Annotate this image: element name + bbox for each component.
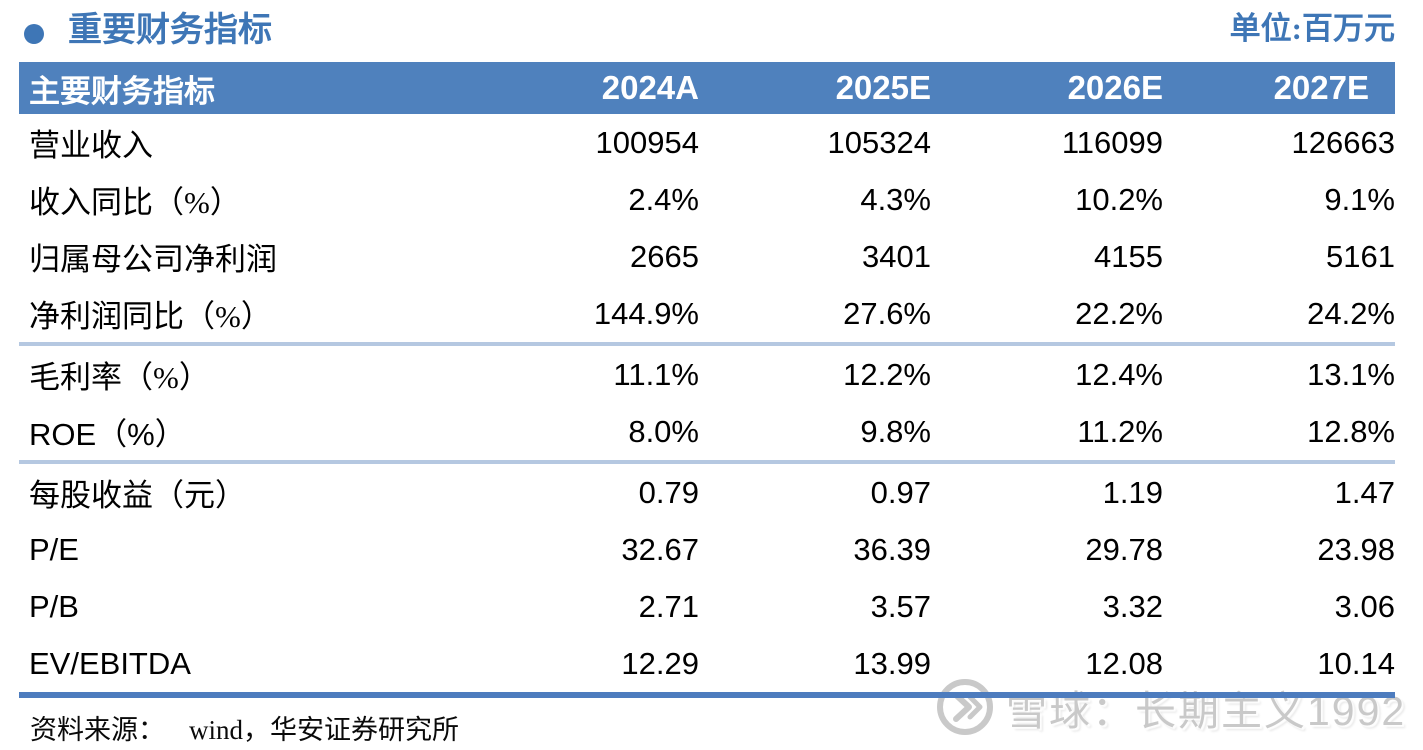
table-row-eps: 每股收益（元） 0.79 0.97 1.19 1.47 — [19, 464, 1395, 521]
row-label: P/E — [29, 531, 79, 567]
financial-table: 主要财务指标 2024A 2025E 2026E 2027E 营业收入 1009… — [19, 62, 1395, 698]
row-label: P/B — [29, 588, 79, 624]
table-cell: 1.19 — [1102, 474, 1163, 510]
unit-label: 单位:百万元 — [1229, 11, 1395, 46]
source-note: 资料来源： wind，华安证券研究所 — [30, 708, 1423, 747]
table-cell: 4155 — [1094, 238, 1163, 274]
table-cell: 3.06 — [1334, 588, 1395, 624]
table-cell: 36.39 — [853, 531, 931, 567]
row-label: 每股收益（元） — [29, 478, 246, 513]
table-cell: 2.4% — [628, 181, 699, 217]
header-cell-2026e: 2026E — [1067, 69, 1163, 106]
row-label: 收入同比（%） — [29, 185, 241, 220]
table-cell: 12.4% — [1075, 356, 1163, 392]
table-cell: 24.2% — [1307, 295, 1395, 331]
table-cell: 4.3% — [860, 181, 931, 217]
table-cell: 0.97 — [870, 474, 931, 510]
bullet-icon — [24, 24, 44, 44]
table-cell: 9.1% — [1324, 181, 1395, 217]
title-row: 重要财务指标 单位:百万元 — [0, 0, 1423, 62]
table-cell: 3.57 — [870, 588, 931, 624]
table-cell: 126663 — [1291, 124, 1395, 160]
table-cell: 9.8% — [860, 413, 931, 449]
header-cell-2024a: 2024A — [601, 69, 699, 106]
table-row-gross-margin: 毛利率（%） 11.1% 12.2% 12.4% 13.1% — [19, 346, 1395, 403]
header-cell-2027e: 2027E — [1273, 69, 1369, 106]
table-cell: 23.98 — [1317, 531, 1395, 567]
table-cell: 105324 — [827, 124, 931, 160]
table-cell: 116099 — [1061, 124, 1163, 160]
table-row-net-profit-yoy: 净利润同比（%） 144.9% 27.6% 22.2% 24.2% — [19, 285, 1395, 342]
row-label: 毛利率（%） — [29, 360, 210, 395]
table-cell: 100954 — [595, 124, 699, 160]
row-label: 营业收入 — [29, 128, 153, 163]
table-cell: 3.32 — [1102, 588, 1163, 624]
header-cell-metric: 主要财务指标 — [29, 73, 215, 109]
table-row-net-profit: 归属母公司净利润 2665 3401 4155 5161 — [19, 228, 1395, 285]
table-cell: 12.2% — [843, 356, 931, 392]
table-cell: 22.2% — [1075, 295, 1163, 331]
table-cell: 8.0% — [628, 413, 699, 449]
table-row-revenue-yoy: 收入同比（%） 2.4% 4.3% 10.2% 9.1% — [19, 171, 1395, 228]
table-cell: 12.8% — [1307, 413, 1395, 449]
section-divider — [19, 342, 1395, 346]
table-cell: 3401 — [862, 238, 931, 274]
xueqiu-logo-icon — [937, 679, 995, 737]
table-cell: 32.67 — [621, 531, 699, 567]
table-cell: 10.2% — [1075, 181, 1163, 217]
table-cell: 11.1% — [613, 356, 699, 392]
table-cell: 5161 — [1326, 238, 1395, 274]
table-cell: 12.29 — [621, 645, 699, 681]
row-label: ROE（%） — [29, 417, 186, 452]
section-divider — [19, 460, 1395, 464]
table-cell: 13.99 — [853, 645, 931, 681]
table-row-pb: P/B 2.71 3.57 3.32 3.06 — [19, 578, 1395, 635]
table-cell: 0.79 — [638, 474, 699, 510]
table-cell: 11.2% — [1077, 413, 1163, 449]
table-row-ev-ebitda: EV/EBITDA 12.29 13.99 12.08 10.14 — [19, 635, 1395, 692]
table-row-revenue: 营业收入 100954 105324 116099 126663 — [19, 114, 1395, 171]
page-title: 重要财务指标 — [68, 12, 272, 49]
row-label: 归属母公司净利润 — [29, 242, 277, 277]
table-cell: 1.47 — [1334, 474, 1395, 510]
header-cell-2025e: 2025E — [835, 69, 931, 106]
table-cell: 2665 — [630, 238, 699, 274]
table-cell: 29.78 — [1085, 531, 1163, 567]
table-cell: 2.71 — [638, 588, 699, 624]
table-row-pe: P/E 32.67 36.39 29.78 23.98 — [19, 521, 1395, 578]
table-row-roe: ROE（%） 8.0% 9.8% 11.2% 12.8% — [19, 403, 1395, 460]
table-cell: 27.6% — [843, 295, 931, 331]
table-header-row: 主要财务指标 2024A 2025E 2026E 2027E — [19, 62, 1395, 114]
row-label: 净利润同比（%） — [29, 299, 272, 334]
table-cell: 144.9% — [593, 295, 699, 331]
table-cell: 10.14 — [1317, 645, 1395, 681]
source-text: wind，华安证券研究所 — [189, 715, 459, 745]
table-cell: 13.1% — [1307, 356, 1395, 392]
table-cell: 12.08 — [1085, 645, 1163, 681]
source-label: 资料来源： — [30, 715, 165, 745]
table-bottom-border — [19, 692, 1395, 698]
row-label: EV/EBITDA — [29, 645, 191, 681]
